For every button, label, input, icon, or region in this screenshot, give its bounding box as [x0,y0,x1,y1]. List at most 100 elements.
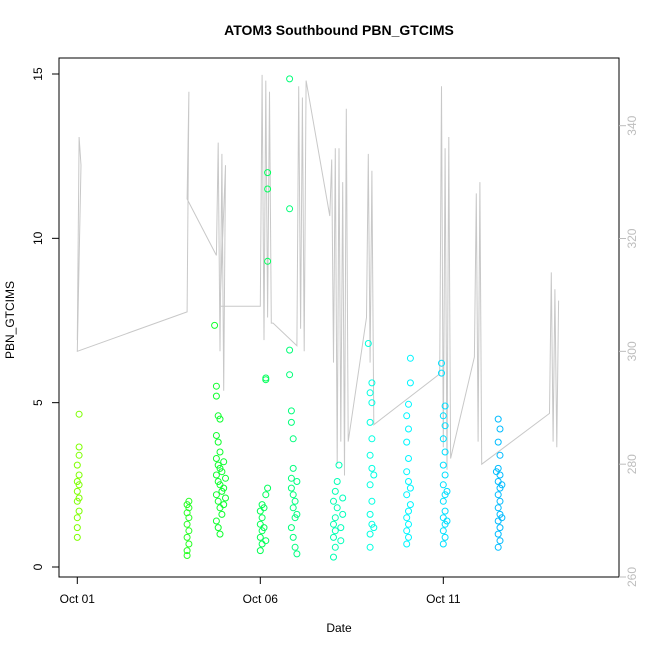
data-point [75,481,83,489]
data-point [220,501,228,509]
data-point [262,376,270,384]
data-point [212,491,220,499]
data-point [496,524,504,532]
data-point [73,461,81,469]
x-tick-label: Oct 01 [60,592,96,606]
data-point [441,448,449,456]
data-point [75,451,83,459]
data-point [494,438,502,446]
data-point [220,458,228,466]
data-point [185,527,193,535]
data-point [183,533,191,541]
data-point [289,491,297,499]
data-point [494,491,502,499]
data-point [262,491,270,499]
data-point [494,517,502,525]
data-point [439,514,447,522]
data-point [403,491,411,499]
data-point [258,514,266,522]
data-point [214,478,222,485]
data-point [368,379,376,387]
data-point [286,346,294,354]
data-point [291,497,299,505]
data-point [293,510,301,518]
data-point [441,471,449,479]
data-point [260,504,268,512]
data-point [212,392,220,400]
data-point [289,464,297,472]
x-tick-label: Oct 06 [243,592,279,606]
data-point [441,533,449,541]
data-point [370,524,378,532]
data-point [405,520,412,528]
data-point [75,494,83,502]
data-point [443,487,451,495]
data-point [289,435,297,443]
data-point [439,435,447,443]
data-point [264,185,272,193]
data-point [218,468,226,476]
data-point [214,461,222,469]
data-point [439,540,447,548]
data-point [405,507,412,515]
y-tick-label: 15 [31,67,45,81]
data-point [405,455,412,462]
data-point [286,371,294,379]
data-point [222,494,229,502]
data-point [264,484,272,492]
x-axis-label: Date [326,621,352,635]
data-point [406,354,414,362]
data-point [438,359,445,367]
data-point [291,543,299,551]
data-point [330,533,337,541]
data-point [73,533,81,541]
data-point [216,448,224,456]
y2-tick-label: 340 [625,115,639,135]
data-point [289,533,297,541]
data-point [264,169,272,177]
data-point [75,471,83,479]
y-tick-label: 10 [31,231,45,245]
data-point [183,552,191,559]
data-point [331,487,339,495]
data-point [406,484,414,492]
data-point [212,455,220,462]
data-point [212,471,220,479]
data-point [331,543,339,551]
data-point [212,432,220,439]
data-point [439,527,447,535]
data-point [366,389,374,397]
data-point [441,507,449,515]
data-point [368,464,376,472]
data-point [441,422,449,430]
data-point [287,407,295,415]
data-point [496,537,504,545]
data-point [183,501,191,509]
data-point [286,205,294,213]
data-point [185,497,193,505]
data-point [366,451,374,459]
point-layer [73,75,506,561]
data-point [287,418,295,426]
data-point [291,514,299,522]
data-point [330,553,337,561]
data-point [403,540,411,548]
data-point [256,547,264,555]
series-line [76,74,560,476]
data-point [366,543,374,551]
data-point [438,369,445,377]
data-point [439,481,447,489]
y2-tick-label: 260 [625,567,639,587]
y2-tick-label: 300 [625,341,639,361]
data-point [331,527,339,535]
data-point [333,478,341,485]
data-point [256,520,264,528]
data-point [287,484,295,492]
data-point [443,517,451,525]
data-point [287,474,295,482]
data-point [75,507,83,515]
y-tick-label: 5 [31,399,45,406]
data-point [403,412,411,420]
data-point [366,530,374,538]
